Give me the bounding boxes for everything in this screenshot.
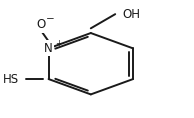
Text: OH: OH bbox=[123, 8, 141, 21]
Text: N: N bbox=[44, 42, 53, 55]
Text: O: O bbox=[36, 18, 46, 31]
Text: +: + bbox=[55, 39, 62, 48]
Text: −: − bbox=[46, 15, 55, 24]
Text: HS: HS bbox=[2, 73, 19, 86]
